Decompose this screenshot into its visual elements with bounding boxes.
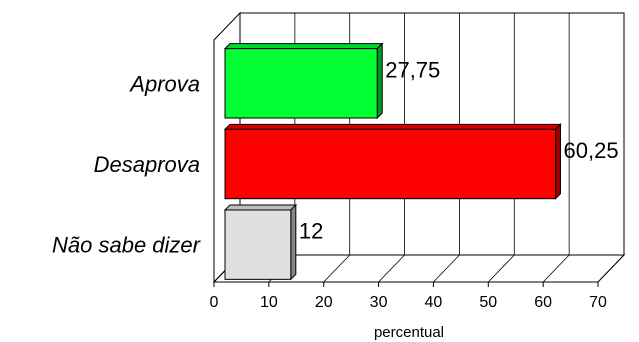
category-label: Desaprova [94, 152, 200, 177]
bar-top-face [223, 43, 384, 50]
category-labels: Aprova Desaprova Não sabe dizer [52, 71, 202, 257]
x-tick-label: 40 [425, 294, 443, 311]
value-label: 60,25 [564, 138, 619, 163]
category-label: Aprova [128, 71, 200, 96]
bar-side-face [376, 42, 383, 120]
x-tick-label: 10 [260, 294, 278, 311]
x-tick-label: 20 [315, 294, 333, 311]
bar [223, 203, 298, 281]
x-tick-label: 60 [534, 294, 552, 311]
bar-side-face [555, 123, 562, 200]
value-label: 27,75 [385, 57, 440, 82]
bar-top-face [223, 123, 562, 130]
floor-gridline [487, 254, 515, 283]
bar-top-face [223, 204, 298, 211]
x-tick-label: 50 [479, 294, 497, 311]
bars [223, 42, 562, 281]
x-axis-title: percentual [374, 324, 444, 341]
x-axis-ticks: 0 10 20 30 40 50 60 70 [210, 282, 607, 311]
value-labels: 27,75 60,25 12 [299, 57, 619, 243]
bar-front-face [224, 128, 557, 200]
bar [223, 42, 384, 120]
floor-gridline [433, 254, 460, 283]
x-tick-label: 0 [210, 294, 219, 311]
bar-side-face [290, 203, 297, 281]
value-label: 12 [299, 219, 323, 244]
floor-gridline [542, 254, 570, 283]
x-tick-label: 70 [589, 294, 607, 311]
floor-gridline [323, 254, 351, 283]
category-label: Não sabe dizer [52, 233, 202, 258]
bar-front-face [224, 48, 378, 119]
bar-front-face [224, 209, 292, 280]
bar [223, 123, 562, 200]
x-tick-label: 30 [370, 294, 388, 311]
floor-gridline [378, 254, 405, 283]
floor-gridline [597, 254, 625, 283]
